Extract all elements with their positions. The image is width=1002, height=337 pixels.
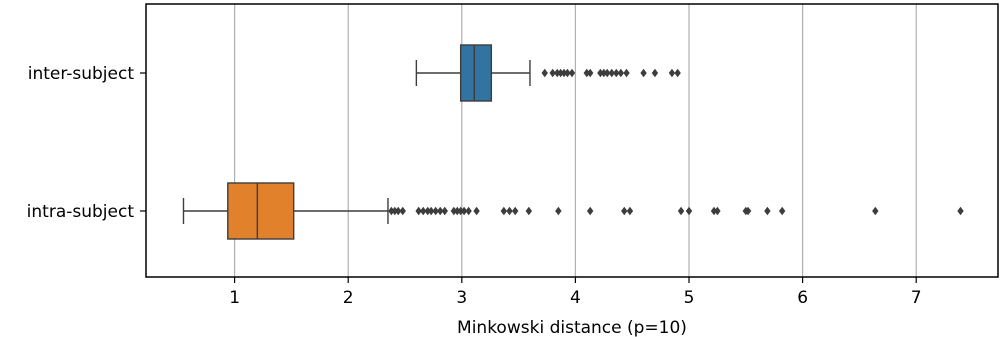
outlier-point — [600, 68, 608, 78]
y-axis-ticks: inter-subject intra-subject — [27, 64, 146, 222]
outlier-point — [586, 68, 594, 78]
outlier-point — [677, 206, 685, 216]
outlier-point — [651, 68, 659, 78]
outlier-point — [415, 206, 422, 216]
outlier-point — [957, 206, 964, 216]
outlier-point — [583, 68, 590, 78]
outlier-point — [623, 68, 630, 78]
outlier-point — [419, 206, 427, 216]
outlier-point — [555, 206, 562, 216]
outlier-point — [394, 206, 402, 216]
x-tick-label: 2 — [343, 288, 354, 308]
x-tick-label: 5 — [684, 288, 695, 308]
outlier-point — [674, 68, 681, 78]
box-inter-subject — [415, 44, 681, 102]
outlier-point — [388, 206, 395, 216]
outlier-point — [621, 206, 628, 216]
outlier-point — [454, 206, 461, 216]
outlier-point — [608, 68, 615, 78]
outlier-point — [554, 68, 561, 78]
outlier-point — [714, 206, 721, 216]
outlier-point — [506, 206, 513, 216]
outlier-point — [399, 206, 406, 216]
outlier-point — [557, 68, 564, 78]
outlier-point — [710, 206, 718, 216]
x-tick-label: 1 — [229, 288, 240, 308]
outlier-point — [500, 206, 508, 216]
outlier-point — [465, 206, 472, 216]
x-tick-label: 7 — [911, 288, 922, 308]
outlier-point — [437, 206, 444, 216]
x-tick-label: 6 — [797, 288, 808, 308]
outlier-point — [564, 68, 571, 78]
outlier-point — [391, 206, 398, 216]
outlier-point — [541, 68, 548, 78]
x-axis-ticks: 1 2 3 4 5 6 7 — [229, 277, 922, 308]
outlier-point — [617, 68, 625, 78]
iqr-box — [459, 44, 493, 102]
outlier-point — [778, 206, 786, 216]
outlier-point — [432, 206, 439, 216]
outlier-point — [512, 206, 519, 216]
outlier-point — [613, 68, 620, 78]
outlier-point — [568, 68, 576, 78]
outlier-point — [460, 206, 468, 216]
outlier-point — [441, 206, 448, 216]
plot-frame — [145, 3, 999, 278]
iqr-box — [227, 182, 295, 240]
x-tick-label: 3 — [456, 288, 467, 308]
outlier-point — [764, 206, 771, 216]
outlier-point — [626, 206, 634, 216]
outlier-point — [604, 68, 611, 78]
outlier-point — [668, 68, 676, 78]
outlier-point — [525, 206, 533, 216]
outlier-point — [586, 206, 594, 216]
outlier-point — [450, 206, 458, 216]
outlier-point — [549, 68, 556, 78]
outlier-point — [424, 206, 431, 216]
outlier-point — [640, 68, 647, 78]
outlier-point — [685, 206, 693, 216]
x-tick-label: 4 — [570, 288, 581, 308]
outlier-point — [427, 206, 435, 216]
outlier-point — [560, 68, 568, 78]
outlier-point — [872, 206, 879, 216]
box-intra-subject — [182, 182, 964, 240]
box-series — [182, 44, 964, 240]
outlier-point — [457, 206, 464, 216]
outlier-point — [597, 68, 604, 78]
outlier-point — [744, 206, 752, 216]
y-tick-label: intra-subject — [27, 202, 135, 222]
outlier-point — [473, 206, 480, 216]
x-axis-label: Minkowski distance (p=10) — [457, 318, 687, 337]
y-tick-label: inter-subject — [28, 64, 135, 84]
gridlines — [234, 4, 917, 277]
